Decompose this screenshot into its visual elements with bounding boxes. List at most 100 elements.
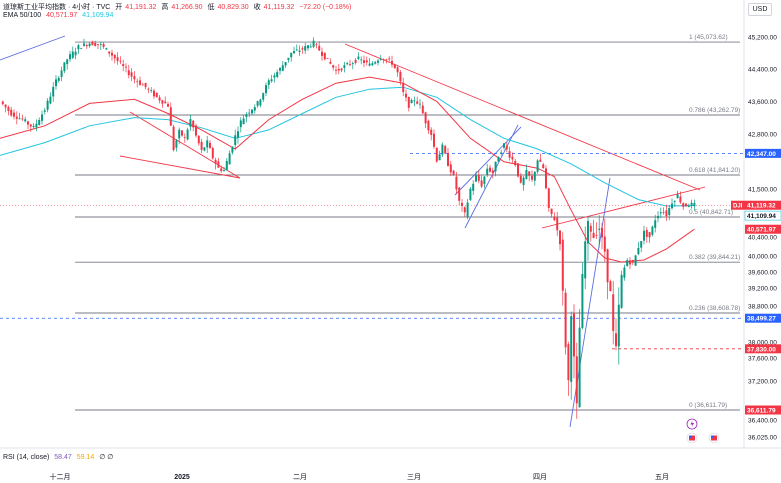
candle-body <box>626 260 629 267</box>
candle-body <box>259 99 262 106</box>
candle-body <box>477 174 480 181</box>
candle-body <box>592 232 595 238</box>
candle-body <box>615 333 617 347</box>
candle-body <box>234 135 237 146</box>
candle-body <box>172 126 175 151</box>
candle-body <box>466 202 469 217</box>
candle-body <box>617 304 620 347</box>
candle-body <box>197 135 200 144</box>
price-axis[interactable]: 45,200.00 44,400.00 43,600.00 42,800.00 41,5… <box>748 35 777 442</box>
candle-body <box>589 225 592 232</box>
lightning-glyph-icon <box>690 420 694 428</box>
candle-body <box>528 171 531 176</box>
ema100-line <box>0 86 695 207</box>
candle-body <box>265 85 267 94</box>
candle-body <box>461 202 463 206</box>
candle-body <box>111 52 113 56</box>
candle-body <box>4 104 7 108</box>
candle-body <box>337 68 340 71</box>
candle-body <box>388 58 391 60</box>
candle-body <box>393 64 396 69</box>
ema-label: EMA 50/100 <box>3 12 42 19</box>
symbol-tag-label: DJI <box>733 204 743 210</box>
candle-body <box>183 136 186 138</box>
candle-body <box>413 100 416 102</box>
candle-body <box>458 187 461 201</box>
candle-body <box>214 159 217 164</box>
candle-body <box>88 43 91 47</box>
candle-body <box>18 118 21 120</box>
candle-body <box>248 112 251 114</box>
candle-body <box>682 203 685 207</box>
candle-body <box>643 230 645 241</box>
candle-body <box>651 226 654 235</box>
candle-body <box>505 145 508 150</box>
candle-body <box>301 48 304 50</box>
candle-body <box>63 62 66 72</box>
candle-body <box>433 133 435 147</box>
us-flag-icon-canton <box>689 435 692 438</box>
candle-body <box>491 170 494 173</box>
candle-body <box>181 130 183 136</box>
price-tag <box>745 148 781 158</box>
candle-body <box>363 60 365 63</box>
candle-body <box>354 59 357 63</box>
candle-body <box>74 51 77 56</box>
candle-body <box>71 51 74 58</box>
candle-body <box>276 72 279 77</box>
candle-body <box>231 146 234 153</box>
candle-body <box>256 101 259 106</box>
candle-body <box>662 212 665 214</box>
candle-body <box>553 216 556 221</box>
fib-label: 0.786 (43,262.79) <box>689 107 740 114</box>
candle-body <box>620 274 623 308</box>
candle-body <box>547 188 550 209</box>
candle-body <box>561 239 564 291</box>
candle-body <box>41 114 43 121</box>
rsi-extra: ∅ ∅ <box>99 454 114 461</box>
open-label: 开 <box>115 4 123 11</box>
candle-body <box>108 51 111 54</box>
ema-lines <box>0 76 695 263</box>
candle-body <box>690 202 693 206</box>
candle-body <box>295 49 298 51</box>
candle-body <box>315 44 318 46</box>
candle-body <box>671 203 673 209</box>
candle-body <box>307 45 309 49</box>
currency-button[interactable]: USD <box>748 3 772 16</box>
candle-body <box>77 45 80 50</box>
rsi-legend[interactable]: RSI (14, close) 58.47 59.14 ∅ ∅ <box>3 453 116 461</box>
candle-body <box>7 106 10 111</box>
candle-body <box>66 59 69 65</box>
y-tick-label: 39,600.00 <box>748 270 777 277</box>
candle-body <box>192 120 195 128</box>
candle-body <box>329 61 332 64</box>
candle-body <box>105 48 108 50</box>
time-axis[interactable]: 十二月 2025 二月 三月 四月 五月 <box>50 472 670 481</box>
candle-body <box>225 160 228 170</box>
candle-body <box>116 57 119 62</box>
ema-legend[interactable]: EMA 50/100 40,571.97 41,109.94 <box>3 12 116 19</box>
candle-body <box>659 212 662 214</box>
candle-body <box>343 65 346 68</box>
candle-body <box>245 114 248 117</box>
candle-body <box>155 92 158 97</box>
candle-body <box>424 112 427 124</box>
candle-body <box>564 292 567 348</box>
candle-body <box>304 46 307 51</box>
candle-body <box>522 177 525 186</box>
candle-body <box>321 51 323 56</box>
candle-body <box>685 203 687 207</box>
candle-body <box>340 68 343 71</box>
candle-body <box>21 118 24 120</box>
candle-body <box>455 176 458 190</box>
candle-body <box>136 81 139 83</box>
candle-body <box>497 157 500 162</box>
candle-body <box>195 125 197 136</box>
symbol-title[interactable]: 道琼斯工业平均指数 · 4小时 · TVC <box>3 4 111 11</box>
candle-body <box>35 123 38 128</box>
rsi-value2: 59.14 <box>76 454 95 461</box>
candle-body <box>365 60 368 63</box>
candle-body <box>46 100 49 110</box>
